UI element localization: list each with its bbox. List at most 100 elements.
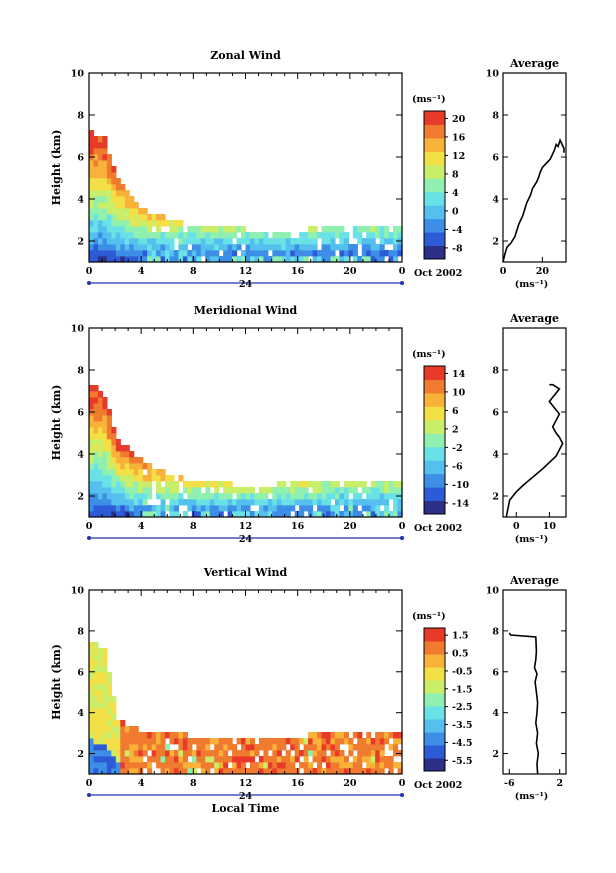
heatmap-cell <box>93 511 99 518</box>
heatmap-cell <box>89 702 95 709</box>
heatmap-cell <box>165 756 171 763</box>
heatmap-cell <box>93 678 99 685</box>
heatmap-cell <box>97 439 104 446</box>
heatmap-cell <box>165 238 171 245</box>
colorbar-tick-label: 12 <box>452 151 465 162</box>
heatmap-cell <box>160 256 166 263</box>
heatmap-cell <box>147 756 153 763</box>
heatmap-cell <box>93 463 99 470</box>
colorbar-tick-label: -6 <box>452 461 463 472</box>
heatmap-cell <box>129 750 135 757</box>
heatmap-cell <box>303 493 309 500</box>
heatmap-cell <box>263 244 269 251</box>
heatmap-cell <box>308 505 314 512</box>
heatmap-cell <box>321 487 327 494</box>
heatmap-cell <box>379 487 385 494</box>
heatmap-cell <box>196 487 202 494</box>
heatmap-cell <box>138 244 144 251</box>
heatmap-cell <box>312 481 318 488</box>
heatmap-cell <box>93 208 99 215</box>
heatmap-cell <box>115 244 121 251</box>
heatmap-cell <box>245 487 251 494</box>
heatmap-cell <box>97 415 104 422</box>
heatmap-cell <box>111 756 117 763</box>
heatmap-cell <box>299 511 305 518</box>
heatmap-cell <box>223 768 229 775</box>
heatmap-cell <box>129 463 135 470</box>
heatmap-cell <box>160 511 166 518</box>
heatmap-cell <box>102 511 108 518</box>
heatmap-cell <box>214 244 220 251</box>
heatmap-cell <box>308 232 314 239</box>
heatmap-cell <box>97 726 104 733</box>
heatmap-cell <box>357 750 363 757</box>
heatmap-cell <box>151 505 157 512</box>
heatmap-cell <box>285 232 291 239</box>
colorbar-segment <box>424 446 445 461</box>
heatmap-cell <box>249 493 256 500</box>
heatmap-cell <box>285 738 291 745</box>
heatmap-cell <box>89 475 95 482</box>
heatmap-cell <box>361 750 367 757</box>
heatmap-cell <box>93 391 99 398</box>
heatmap-cell <box>124 250 130 257</box>
heatmap-cell <box>102 202 108 209</box>
heatmap-cell <box>388 238 394 245</box>
heatmap-cell <box>97 250 104 257</box>
heatmap-cell <box>111 762 117 769</box>
heatmap-cell <box>120 244 126 251</box>
heatmap-cell <box>165 762 171 769</box>
heatmap-cell <box>106 439 112 446</box>
colorbar-segment <box>424 164 445 179</box>
heatmap-cell <box>97 214 104 221</box>
heatmap-cell <box>97 403 104 410</box>
heatmap-cell <box>214 481 220 488</box>
x-tick-label: 0 <box>86 266 93 277</box>
heatmap-cell <box>209 226 215 233</box>
heatmap-cell <box>267 738 273 745</box>
heatmap-cell <box>156 256 162 263</box>
heatmap-cell <box>384 511 390 518</box>
heatmap-cell <box>308 738 314 745</box>
heatmap-cell <box>357 481 363 488</box>
colorbar-units: (ms⁻¹) <box>412 611 446 622</box>
heatmap-cell <box>191 756 197 763</box>
heatmap-cell <box>357 738 363 745</box>
heatmap-cell <box>124 481 130 488</box>
heatmap-cell <box>281 738 287 745</box>
heatmap-cell <box>281 232 287 239</box>
heatmap-cell <box>393 493 399 500</box>
heatmap-cell <box>187 750 193 757</box>
heatmap-cell <box>334 244 340 251</box>
heatmap-cell <box>182 511 188 518</box>
heatmap-cell <box>379 762 385 769</box>
heatmap-cell <box>303 744 309 751</box>
heatmap-cell <box>133 238 139 245</box>
heatmap-cell <box>106 481 112 488</box>
heatmap-cell <box>178 744 184 751</box>
heatmap-cell <box>205 250 211 257</box>
heatmap-cell <box>205 762 211 769</box>
heatmap-cell <box>89 244 95 251</box>
heatmap-cell <box>227 738 233 745</box>
heatmap-cell <box>124 744 130 751</box>
heatmap-cell <box>334 762 340 769</box>
heatmap-cell <box>187 738 193 745</box>
heatmap-cell <box>97 660 104 667</box>
heatmap-cell <box>393 238 399 245</box>
heatmap-cell <box>124 469 130 476</box>
heatmap-cell <box>330 256 336 263</box>
heatmap-cell <box>115 505 121 512</box>
heatmap-cell <box>343 256 349 263</box>
heatmap-cell <box>102 433 108 440</box>
heatmap-cell <box>106 469 112 476</box>
heatmap-cell <box>196 481 202 488</box>
heatmap-cell <box>267 505 273 512</box>
heatmap-cell <box>93 505 99 512</box>
heatmap-cell <box>178 244 184 251</box>
heatmap-cell <box>178 232 184 239</box>
heatmap-cell <box>397 762 403 769</box>
heatmap-cell <box>97 696 104 703</box>
heatmap-cell <box>258 256 264 263</box>
